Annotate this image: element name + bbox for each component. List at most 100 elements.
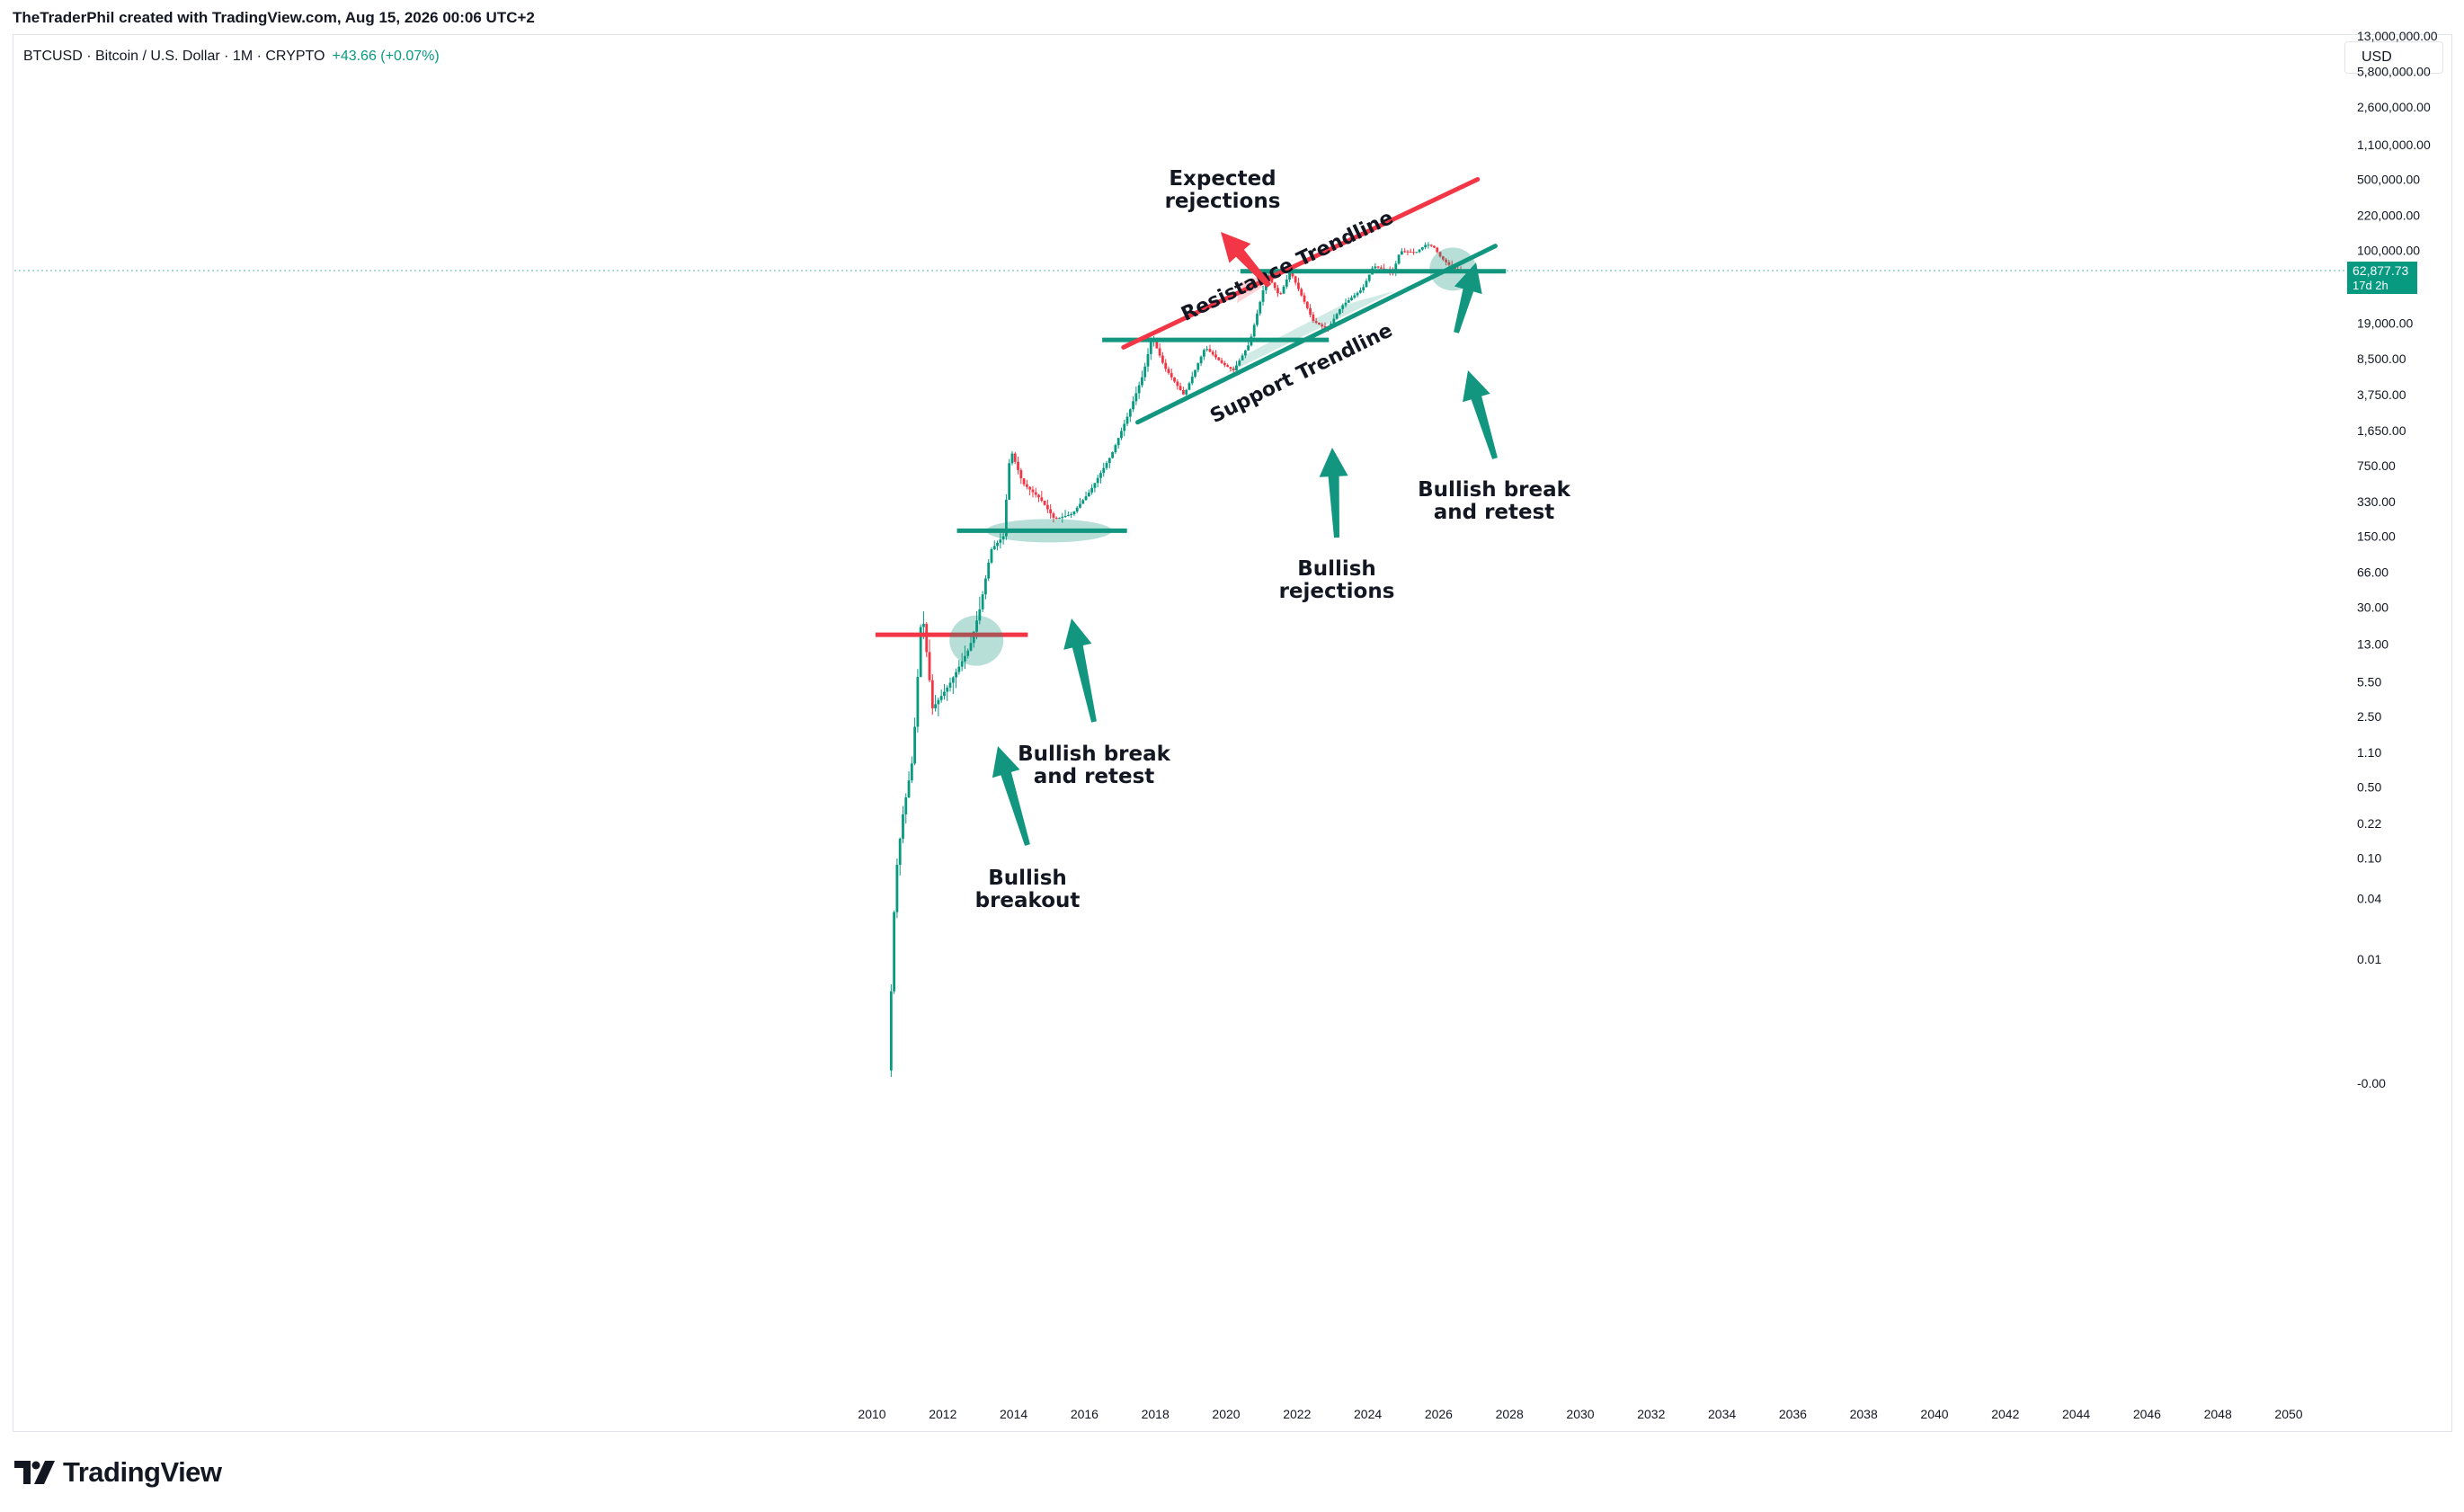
candle-body (1358, 289, 1362, 293)
candle-body (1114, 445, 1117, 453)
candle-body (1161, 355, 1164, 363)
candle-body (1188, 383, 1191, 390)
candle-body (1185, 389, 1188, 395)
levels-layer[interactable] (875, 269, 1507, 637)
currency-selector[interactable]: USD (2344, 41, 2443, 74)
candle-body (1252, 325, 1256, 337)
price-axis[interactable]: 13,000,000.00 5,800,000.00 2,600,000.00 1,1… (2357, 29, 2438, 1090)
candle-body (1294, 276, 1297, 283)
price-axis-tick: 2.50 (2357, 709, 2381, 724)
candle-body (1418, 249, 1421, 253)
time-axis-tick: 2024 (1354, 1407, 1382, 1421)
candle-body (904, 797, 908, 814)
price-axis-tick: 500,000.00 (2357, 173, 2420, 187)
candle-body (1132, 401, 1134, 410)
candle-body (1075, 507, 1079, 512)
candle-body (930, 680, 934, 709)
candle-body (1164, 362, 1168, 369)
candle-body (1008, 463, 1011, 500)
candle-body (981, 594, 984, 609)
candle-body (1394, 263, 1398, 273)
candle-body (1347, 299, 1350, 303)
candle-body (1061, 517, 1064, 519)
candle-body (1288, 272, 1291, 280)
candle-body (1194, 369, 1196, 377)
candle-body (1143, 366, 1147, 378)
last-price-badge (2347, 262, 2417, 295)
candle-body (1202, 350, 1205, 357)
time-axis-tick: 2040 (1920, 1407, 1948, 1421)
candle-body (1247, 345, 1250, 351)
candle-body (1291, 272, 1294, 277)
chart-frame[interactable] (13, 34, 2452, 1432)
price-axis-tick: 0.01 (2357, 952, 2381, 966)
symbol-name: BTCUSD · Bitcoin / U.S. Dollar · 1M · CR… (23, 49, 325, 64)
price-axis-tick: 1.10 (2357, 745, 2381, 760)
candle-body (910, 763, 913, 781)
candle-body (889, 991, 893, 1071)
candle-body (1350, 298, 1353, 300)
candle-body (1013, 453, 1017, 462)
annotation-text: rejections (1279, 580, 1395, 603)
candle-body (1093, 483, 1097, 488)
candle-body (1066, 515, 1070, 517)
candle-body (1137, 385, 1141, 394)
candle-body (1128, 409, 1132, 417)
candle-body (1134, 393, 1138, 402)
price-axis-tick: 3,750.00 (2357, 387, 2406, 402)
annotation-text: and retest (1034, 765, 1155, 788)
price-change: +43.66 (+0.07%) (332, 49, 440, 64)
price-axis-tick: 330.00 (2357, 494, 2396, 509)
candle-body (907, 780, 911, 798)
candle-body (922, 624, 925, 627)
candle-body (1196, 363, 1200, 370)
candle-body (1087, 492, 1090, 497)
price-axis-tick: 19,000.00 (2357, 316, 2413, 331)
price-axis-tick: 0.50 (2357, 780, 2381, 795)
candle-body (1365, 280, 1368, 288)
price-axis-tick: 8,500.00 (2357, 351, 2406, 366)
support-trendline[interactable] (1135, 244, 1498, 425)
candle-body (1356, 292, 1359, 296)
candle-body (1367, 274, 1371, 281)
candle-body (928, 652, 931, 680)
candle-body (1400, 251, 1403, 255)
candle-body (1043, 500, 1046, 505)
price-axis-tick: 0.22 (2357, 816, 2381, 831)
candle-body (969, 643, 973, 651)
time-axis-tick: 2028 (1496, 1407, 1524, 1421)
candle-body (1300, 289, 1303, 296)
time-axis-tick: 2044 (2062, 1407, 2090, 1421)
annotation-text: Bullish break (1418, 478, 1571, 502)
support-shade (1226, 290, 1397, 375)
price-axis-tick: 150.00 (2357, 529, 2396, 544)
candle-body (957, 666, 961, 672)
candle-body (972, 631, 975, 644)
candle-body (960, 661, 964, 667)
annotation-arrow (1454, 262, 1482, 334)
candles-layer (889, 242, 1463, 1078)
price-axis-tick: -0.00 (2357, 1076, 2386, 1090)
candle-body (1102, 467, 1106, 474)
candle-body (1205, 349, 1209, 351)
price-axis-tick: 0.04 (2357, 891, 2381, 905)
annotation-arrow (1463, 370, 1498, 459)
symbol-legend[interactable]: BTCUSD · Bitcoin / U.S. Dollar · 1M · CR… (23, 49, 440, 65)
price-axis-tick: 13.00 (2357, 636, 2388, 651)
price-axis-tick: 5,800,000.00 (2357, 65, 2431, 79)
candle-body (1049, 509, 1053, 514)
candle-body (987, 562, 991, 579)
time-axis[interactable]: 2010 2012 2014 2016 2018 2020 2022 2024 2026 2028… (858, 1407, 2302, 1421)
candle-body (1335, 314, 1339, 319)
resistance-trendline[interactable] (1121, 177, 1481, 350)
time-axis-tick: 2016 (1071, 1407, 1099, 1421)
tradingview-logo[interactable]: TradingView (14, 1456, 222, 1489)
candle-body (1052, 513, 1055, 518)
candle-body (1063, 516, 1067, 518)
tradingview-logo-text: TradingView (63, 1456, 222, 1488)
candle-body (1309, 307, 1312, 315)
arrows-layer (992, 232, 1498, 846)
